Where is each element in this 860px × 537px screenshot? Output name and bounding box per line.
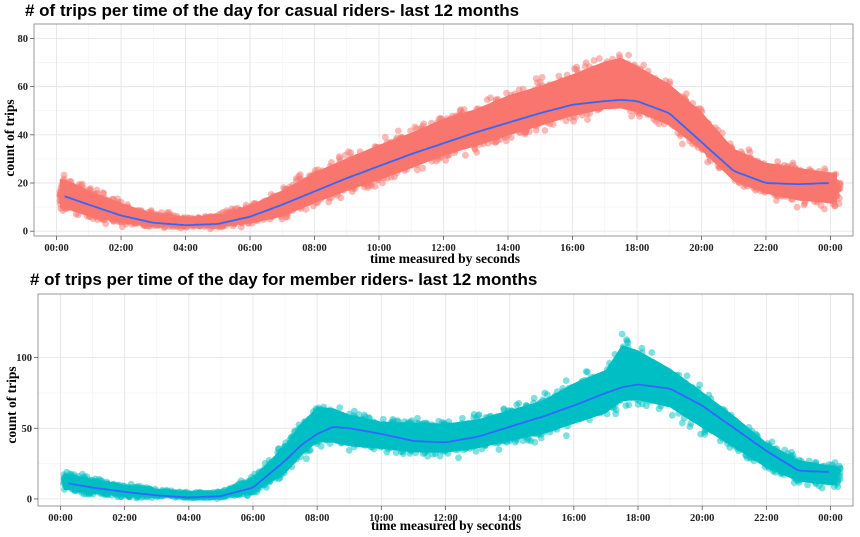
x-tick-label: 16:00 <box>560 243 585 254</box>
data-point <box>562 117 570 125</box>
data-point <box>817 202 825 209</box>
chart-title: # of trips per time of the day for casua… <box>25 1 519 20</box>
member-riders-chart: # of trips per time of the day for membe… <box>4 270 854 533</box>
data-point <box>836 180 844 188</box>
data-point <box>793 203 801 211</box>
x-tick-label: 18:00 <box>625 243 650 254</box>
data-point <box>625 51 632 59</box>
data-point <box>532 75 540 82</box>
x-tick-label: 04:00 <box>173 243 198 254</box>
data-point <box>835 200 843 208</box>
x-tick-label: 02:00 <box>109 243 134 254</box>
data-point <box>503 89 510 97</box>
data-point <box>473 149 481 156</box>
data-point <box>555 72 563 80</box>
data-point <box>237 223 245 231</box>
data-point <box>595 55 603 62</box>
data-point <box>679 140 686 148</box>
x-tick-label: 00:00 <box>818 243 843 254</box>
data-point <box>487 94 494 102</box>
y-axis-title: count of trips <box>4 366 19 443</box>
x-tick-label: 00:00 <box>44 243 69 254</box>
data-point <box>462 151 469 159</box>
data-point <box>618 330 626 338</box>
x-tick-label: 06:00 <box>238 243 263 254</box>
data-point <box>394 127 402 135</box>
data-point <box>582 59 590 67</box>
data-point <box>419 164 427 172</box>
casual-riders-chart: # of trips per time of the day for casua… <box>2 1 854 266</box>
data-point <box>573 63 580 71</box>
data-point <box>745 146 753 154</box>
y-tick-label: 40 <box>18 130 29 141</box>
data-point <box>502 137 510 145</box>
x-tick-label: 22:00 <box>754 243 779 254</box>
data-point <box>341 151 349 159</box>
data-point <box>628 112 635 120</box>
x-tick-label: 20:00 <box>689 243 714 254</box>
data-point <box>296 171 304 178</box>
data-point <box>381 133 389 141</box>
x-tick-label: 12:00 <box>431 243 456 254</box>
y-tick-label: 0 <box>23 227 28 238</box>
y-tick-label: 80 <box>18 34 29 45</box>
y-axis-title: count of trips <box>2 99 17 176</box>
data-point <box>541 127 549 134</box>
x-tick-label: 10:00 <box>367 243 392 254</box>
data-point <box>590 57 598 64</box>
y-tick-label: 60 <box>18 82 29 93</box>
x-axis-title: time measured by seconds <box>370 251 520 266</box>
data-point <box>584 116 591 123</box>
data-point <box>836 194 843 202</box>
data-point <box>668 411 676 419</box>
x-tick-label: 14:00 <box>496 243 521 254</box>
data-point <box>336 153 343 161</box>
data-point <box>102 220 109 228</box>
y-tick-label: 20 <box>18 179 29 190</box>
data-point <box>364 184 372 191</box>
x-tick-label: 08:00 <box>302 243 327 254</box>
chart-title: # of trips per time of the day for membe… <box>30 270 537 289</box>
data-point <box>615 51 623 59</box>
data-point <box>328 159 335 166</box>
data-point <box>640 61 647 69</box>
data-point <box>413 166 421 174</box>
data-point <box>538 74 546 81</box>
data-point <box>60 171 68 179</box>
data-point <box>457 106 464 114</box>
data-point <box>302 206 310 213</box>
